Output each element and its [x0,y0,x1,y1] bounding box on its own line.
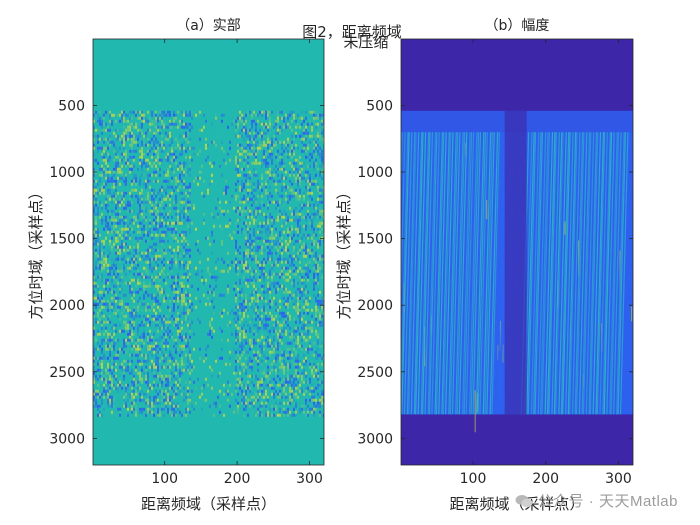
y-tick-label: 2000 [357,298,393,314]
x-tick-label: 300 [605,471,632,487]
axes-frame [400,38,634,466]
panel-real-part: 100 200 300 500 1000 1500 2000 2500 3000 （a）实部距离频… [27,18,325,513]
y-tick-label: 500 [366,98,393,114]
y-tick-label: 1000 [357,165,393,181]
y-tick-label: 1500 [49,232,85,248]
heatmap-image [401,39,633,465]
figure-suptitle: 图2，距离频域 [302,23,402,41]
wechat-logo-icon [515,495,533,508]
y-tick-label: 2500 [357,365,393,381]
x-axis-label: 距离频域（采样点） [449,495,584,513]
watermark: 公众号 · 天天Matlab [515,490,678,511]
x-tick-label: 100 [151,471,178,487]
y-tick-label: 500 [58,98,85,114]
y-tick-label: 3000 [357,431,393,447]
y-tick-label: 2000 [49,298,85,314]
x-tick-label: 200 [224,471,251,487]
x-axis-label: 距离频域（采样点） [141,495,276,513]
y-tick-label: 1000 [49,165,85,181]
y-axis-label: 方位时域（采样点） [27,184,45,319]
y-axis-label: 方位时域（采样点） [335,184,353,319]
watermark-text: 公众号 · 天天Matlab [537,493,678,510]
x-tick-label: 100 [460,471,487,487]
x-tick-label: 200 [532,471,559,487]
x-tick-label: 300 [296,471,323,487]
axes-frame [92,38,325,466]
heatmap-image [93,39,324,465]
panel-amplitude: 100 200 300 500 1000 1500 2000 2500 3000 （b）幅度距离频… [335,18,634,513]
y-tick-label: 2500 [49,365,85,381]
figure-suptitle-line2: 未压缩 [343,33,388,51]
y-tick-label: 3000 [49,431,85,447]
panel-title: （a）实部 [176,18,241,34]
panel-title: （b）幅度 [485,18,550,34]
y-tick-label: 1500 [357,232,393,248]
